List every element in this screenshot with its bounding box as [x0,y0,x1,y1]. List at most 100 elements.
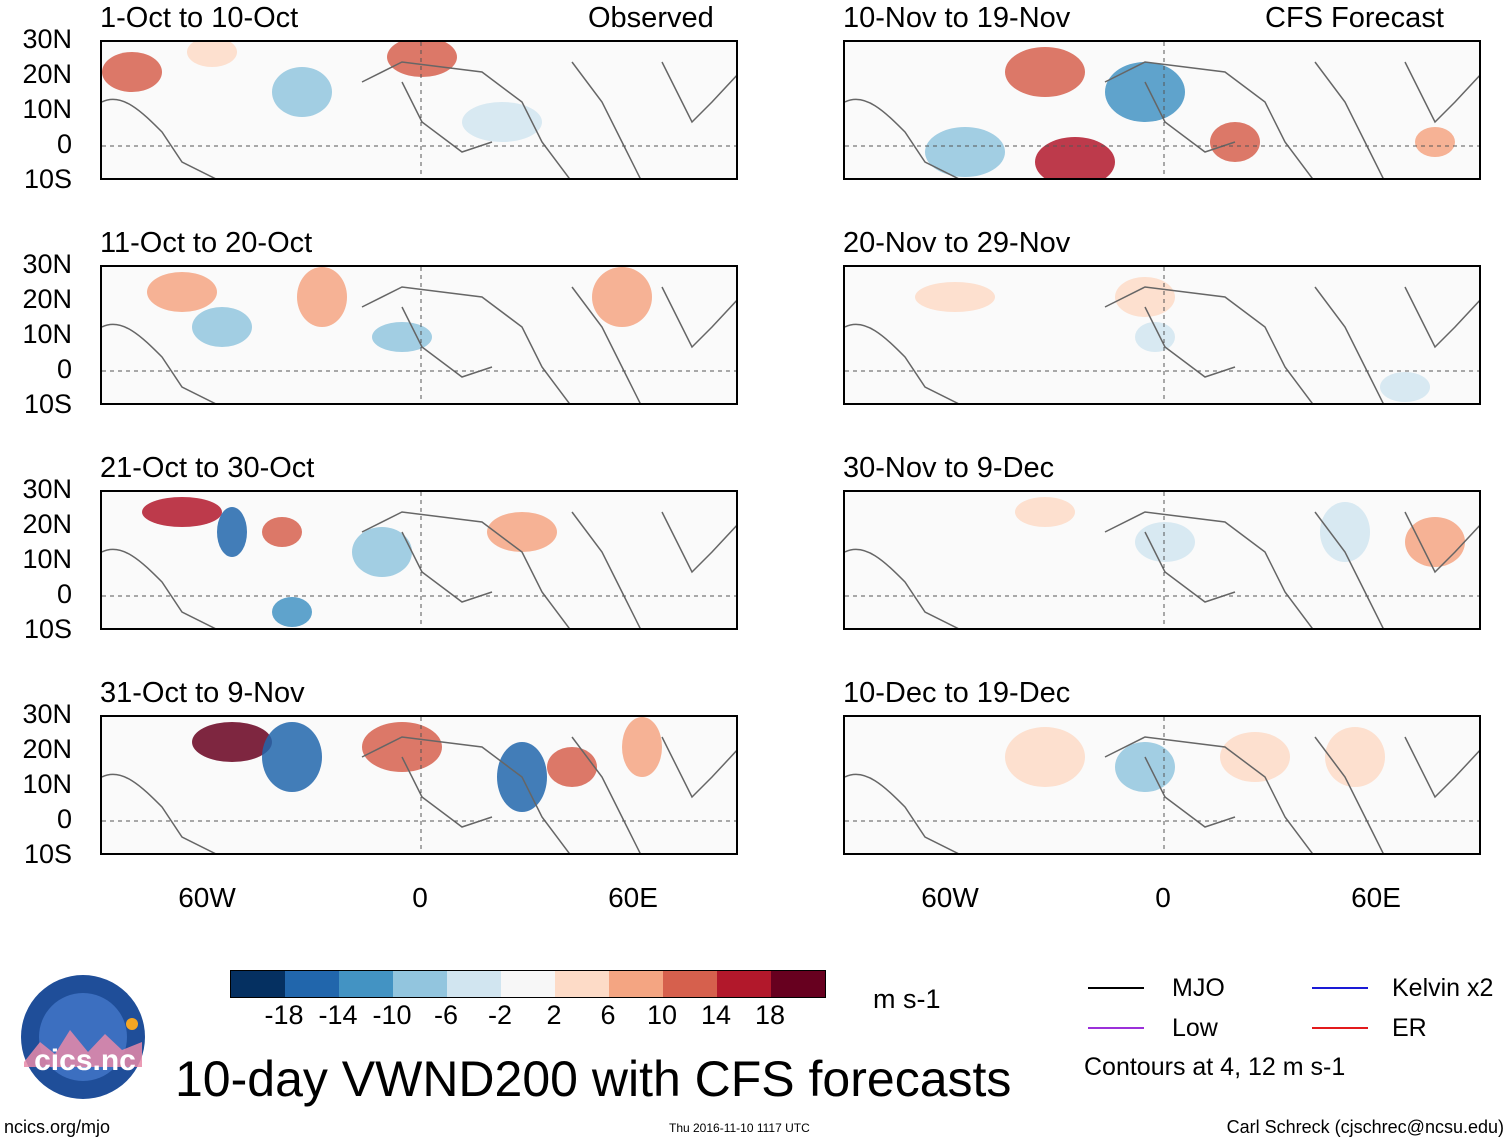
legend-label-kelvin: Kelvin x2 [1392,974,1494,1002]
anomaly-blob [372,322,432,352]
colorbar-swatch [231,971,285,997]
legend-line-kelvin [1312,987,1368,989]
anomaly-blob [915,282,995,312]
x-tick-label: 60E [608,882,658,913]
anomaly-blob [462,102,542,142]
coastline [102,511,736,628]
panel-title: 11-Oct to 20-Oct [100,227,313,259]
colorbar-swatch [771,971,825,997]
footer-timestamp: Thu 2016-11-10 1117 UTC [669,1121,810,1135]
anomaly-blob [352,527,412,577]
cics-logo: cics.nc [10,972,156,1102]
panel-title: 10-Dec to 19-Dec [843,677,1071,709]
anomaly-blob [1005,47,1085,97]
map-panel-fcst-2 [843,265,1481,405]
panel-title: 21-Oct to 30-Oct [100,452,315,484]
colorbar-label: -6 [433,1000,458,1030]
colorbar-label: -10 [372,1000,412,1030]
anomaly-blob [272,597,312,627]
x-tick-label: 0 [1155,882,1171,913]
legend-label-low: Low [1172,1014,1218,1042]
coastline [102,736,736,853]
y-tick-label: 0 [56,129,72,159]
coastline [845,286,1479,403]
legend-line-mjo [1088,987,1144,989]
colorbar-swatch [663,971,717,997]
y-tick-label: 10N [22,94,72,124]
anomaly-blob [1105,62,1185,122]
y-tick-label: 10S [23,839,72,869]
anomaly-blob [1220,732,1290,782]
y-tick-label: 30N [22,249,72,279]
column-label-observed: Observed [588,2,714,34]
anomaly-blob [272,67,332,117]
colorbar-label: 10 [646,1000,678,1030]
colorbar-swatch [339,971,393,997]
colorbar-label: 18 [754,1000,786,1030]
map-panel-fcst-1 [843,40,1481,180]
coastline [102,61,736,178]
y-tick-label: 30N [22,24,72,54]
map-panel-obs-4 [100,715,738,855]
anomaly-blob [1415,127,1455,157]
colorbar-label: 2 [546,1000,562,1030]
anomaly-blob [387,42,457,77]
y-tick-label: 20N [22,509,72,539]
colorbar-swatch [285,971,339,997]
anomaly-blob [1135,322,1175,352]
anomaly-blob [187,42,237,67]
colorbar-label: 14 [700,1000,732,1030]
panel-title: 10-Nov to 19-Nov [843,2,1071,34]
legend-label-er: ER [1392,1014,1427,1042]
colorbar-swatch [609,971,663,997]
anomaly-blob [1380,372,1430,402]
colorbar-swatch [717,971,771,997]
anomaly-blob [192,722,272,762]
contour-note: Contours at 4, 12 m s-1 [1084,1053,1346,1081]
legend-line-low [1088,1027,1144,1029]
coastline [102,286,736,403]
y-tick-label: 10S [23,614,72,644]
anomaly-blob [192,307,252,347]
coastline [845,736,1479,853]
footer-url[interactable]: ncics.org/mjo [4,1117,111,1137]
anomaly-blob [102,52,162,92]
coastline [845,61,1479,178]
colorbar-swatch [393,971,447,997]
panel-title: 1-Oct to 10-Oct [100,2,299,34]
y-tick-label: 20N [22,284,72,314]
y-tick-label: 10N [22,769,72,799]
anomaly-blob [297,267,347,327]
column-label-forecast: CFS Forecast [1265,2,1444,34]
x-tick-label: 60W [178,882,236,913]
map-panel-fcst-3 [843,490,1481,630]
y-tick-label: 10N [22,544,72,574]
anomaly-blob [1320,502,1370,562]
anomaly-blob [487,512,557,552]
map-panel-fcst-4 [843,715,1481,855]
colorbar-swatch [501,971,555,997]
anomaly-blob [362,722,442,772]
anomaly-blob [592,267,652,327]
y-tick-label: 20N [22,59,72,89]
map-panel-obs-1 [100,40,738,180]
anomaly-blob [1015,497,1075,527]
anomaly-blob [1035,137,1115,178]
anomaly-blob [1135,522,1195,562]
colorbar-swatch [447,971,501,997]
x-tick-label: 0 [412,882,428,913]
anomaly-blob [1325,727,1385,787]
legend-line-er [1312,1027,1368,1029]
coastline [845,511,1479,628]
anomaly-blob [1005,727,1085,787]
anomaly-blob [547,747,597,787]
anomaly-blob [622,717,662,777]
panel-title: 20-Nov to 29-Nov [843,227,1071,259]
y-tick-label: 0 [56,354,72,384]
y-tick-label: 0 [56,804,72,834]
y-tick-label: 30N [22,699,72,729]
y-tick-label: 10S [23,389,72,419]
y-tick-label: 30N [22,474,72,504]
anomaly-blob [1405,517,1465,567]
anomaly-blob [925,127,1005,177]
